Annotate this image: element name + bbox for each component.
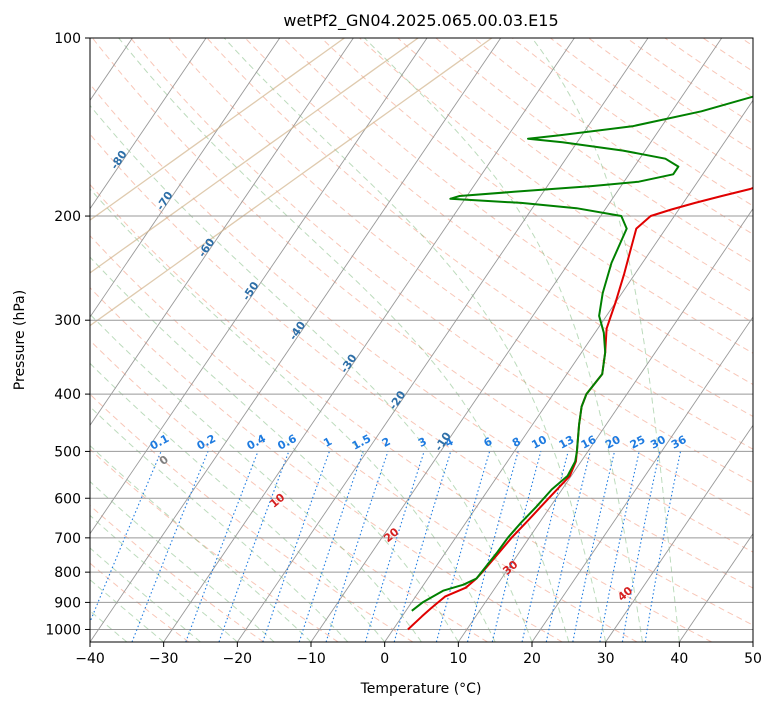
dry-adiabat xyxy=(244,38,753,418)
mixing-ratio-line xyxy=(572,451,616,642)
axis-ticks: −40 −30 −20 −10 0 10 20 30 40 50 100 200 300 400 500 60… xyxy=(45,31,762,667)
moist-adiabat xyxy=(223,38,607,642)
dry-adiabat xyxy=(588,38,753,152)
mixing-ratio-label: 30 xyxy=(648,433,668,452)
dry-adiabat xyxy=(90,286,563,642)
isotherm xyxy=(531,316,753,642)
chart-title: wetPf2_GN04.2025.065.00.03.E15 xyxy=(283,11,558,31)
mixing-ratio-line xyxy=(466,451,519,642)
isotherm xyxy=(90,38,502,642)
dry-adiabat xyxy=(90,504,264,642)
moist-adiabat xyxy=(118,38,570,642)
y-tick-label: 500 xyxy=(54,444,81,460)
x-tick-label: 40 xyxy=(670,651,688,667)
y-tick-label: 400 xyxy=(54,387,81,403)
dry-adiabat xyxy=(130,38,753,518)
moist-adiabat xyxy=(90,547,201,642)
mixing-ratio-line xyxy=(621,451,661,642)
y-tick-label: 700 xyxy=(54,531,81,547)
mixing-ratio-line xyxy=(262,451,330,642)
mixing-ratio-line xyxy=(545,451,591,642)
mixing-ratio-label: 13 xyxy=(557,433,577,452)
isotherm xyxy=(163,38,575,642)
axes-frame xyxy=(89,37,754,643)
mixing-ratio-line xyxy=(599,451,640,642)
moist-adiabat xyxy=(364,38,643,642)
dry-adiabat xyxy=(90,339,488,642)
x-tick-label: 20 xyxy=(523,651,541,667)
moist-adiabat xyxy=(90,514,238,642)
dry-adiabat xyxy=(473,38,753,235)
x-tick-label: 30 xyxy=(597,651,615,667)
moist-adiabat xyxy=(90,579,165,642)
y-tick-label: 600 xyxy=(54,491,81,507)
mixing-ratio-line xyxy=(325,451,389,642)
x-tick-label: −40 xyxy=(75,651,105,667)
mixing-ratio-line xyxy=(644,451,682,642)
isotherm xyxy=(90,38,354,427)
isotherm xyxy=(457,207,753,642)
moist-adiabat xyxy=(90,362,386,642)
isotherm xyxy=(605,424,753,642)
plot-area: 0.10.20.40.611.52346810131620253036-100-… xyxy=(90,38,753,642)
moist-adiabat xyxy=(531,38,680,642)
moist-adiabat xyxy=(90,188,496,642)
reference-curve xyxy=(90,38,493,327)
mixing-ratio-label: 16 xyxy=(579,433,599,452)
dry-adiabat xyxy=(511,38,753,207)
dry-adiabat xyxy=(397,38,753,294)
y-tick-label: 1000 xyxy=(45,622,81,638)
reference-curve xyxy=(90,38,419,274)
x-tick-label: −30 xyxy=(149,651,179,667)
dry-adiabat xyxy=(282,38,753,386)
x-tick-label: 0 xyxy=(380,651,389,667)
y-axis-label: Pressure (hPa) xyxy=(12,290,28,390)
x-tick-label: 50 xyxy=(744,651,762,667)
mixing-ratio-line xyxy=(218,451,290,642)
mixing-ratio-label: 25 xyxy=(628,433,648,452)
x-tick-label: −10 xyxy=(296,651,326,667)
dry-adiabat xyxy=(90,133,753,626)
x-tick-label: −20 xyxy=(223,651,253,667)
mixing-ratio-line xyxy=(298,451,364,642)
dry-adiabat xyxy=(90,235,638,642)
mixing-ratio-line xyxy=(393,451,452,642)
x-tick-label: 10 xyxy=(449,651,467,667)
y-tick-label: 100 xyxy=(54,31,81,47)
mixing-ratio-label: 20 xyxy=(603,433,623,452)
isotherm xyxy=(236,38,649,642)
isotherm xyxy=(678,532,753,642)
y-tick-label: 300 xyxy=(54,313,81,329)
temperature-profile-line xyxy=(407,186,753,631)
dry-adiabat xyxy=(90,183,712,642)
mixing-ratio-label: 10 xyxy=(529,433,549,452)
dry-adiabat xyxy=(321,38,753,354)
moist-adiabat xyxy=(90,313,422,642)
dry-adiabat xyxy=(92,38,753,553)
mixing-ratio-label: 36 xyxy=(669,433,689,452)
moist-adiabat xyxy=(90,480,275,642)
mixing-ratio-line xyxy=(491,451,542,642)
isotherm xyxy=(90,38,281,318)
isotherm xyxy=(310,38,723,642)
dry-adiabat xyxy=(90,448,339,642)
dry-adiabat xyxy=(435,38,753,264)
reference-curve xyxy=(90,38,345,221)
y-tick-label: 800 xyxy=(54,565,81,581)
mixing-ratio-line xyxy=(364,451,425,642)
dry-adiabat xyxy=(550,38,753,179)
dry-adiabat xyxy=(206,38,753,450)
dewpoint-profile-line xyxy=(411,95,753,612)
isotherm xyxy=(384,99,753,642)
x-axis-label: Temperature (°C) xyxy=(360,681,482,697)
y-tick-label: 200 xyxy=(54,209,81,225)
isotherm xyxy=(90,38,428,535)
mixing-ratio-line xyxy=(435,451,491,642)
isotherm xyxy=(90,38,207,210)
moist-adiabat xyxy=(90,104,533,642)
y-tick-label: 900 xyxy=(54,595,81,611)
mixing-ratio-line xyxy=(521,451,569,642)
